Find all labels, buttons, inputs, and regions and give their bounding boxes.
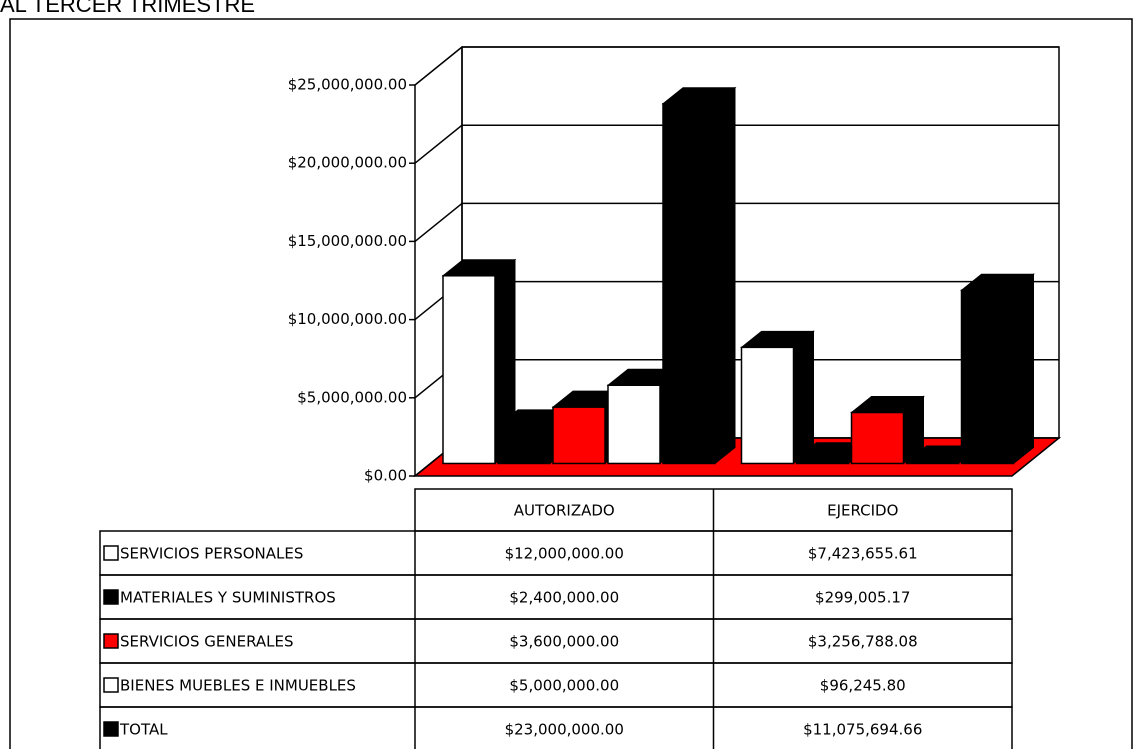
data-label: $23,000,000.00 [505,721,624,739]
y-tick-label: $20,000,000.00 [288,154,407,172]
legend-swatch [103,545,119,561]
grid-line [414,202,463,242]
data-label: $3,256,788.08 [808,633,918,651]
bar [850,395,925,465]
x-tick-label: AUTORIZADO [514,502,615,520]
data-label: $3,600,000.00 [509,633,619,651]
table-row [99,706,1013,749]
legend-swatch [103,633,119,649]
bar-front [552,406,606,465]
data-label: $5,000,000.00 [509,677,619,695]
grid-line [414,124,463,164]
bar-front [662,102,716,465]
chart-title: AL TERCER TRIMESTRE [0,0,255,17]
data-label: $12,000,000.00 [505,545,624,563]
data-label: $11,075,694.66 [803,721,922,739]
bar-front [607,384,661,465]
legend-label: SERVICIOS GENERALES [120,633,294,651]
x-tick-label: EJERCIDO [827,502,898,520]
y-tick-label: $5,000,000.00 [297,388,407,406]
bar-front [795,458,850,465]
legend-swatch [103,589,119,605]
bar [441,258,517,465]
bar-side [793,330,814,465]
bar [661,86,737,465]
data-label: $299,005.17 [815,589,910,607]
legend-label: TOTAL [119,721,168,739]
legend-swatch [103,677,119,693]
legend-label: MATERIALES Y SUMINISTROS [120,589,336,607]
grid-line [414,46,463,86]
bar-front [960,289,1015,465]
legend-label: BIENES MUEBLES E INMUEBLES [120,677,356,695]
bar-front [497,425,551,465]
bar-front [850,411,905,465]
legend-swatch [103,721,119,737]
bar-front [740,346,795,465]
data-label: $96,245.80 [820,677,906,695]
bar-front [905,461,960,465]
bar [740,330,815,465]
bar-front [442,275,496,465]
legend-label: SERVICIOS PERSONALES [120,545,303,563]
data-label: $2,400,000.00 [509,589,619,607]
y-tick-label: $15,000,000.00 [288,232,407,250]
y-tick-label: $0.00 [364,467,407,485]
bar [960,273,1035,465]
bar-side [714,86,736,465]
chart-border [9,18,1133,749]
y-tick-label: $25,000,000.00 [288,76,407,94]
bar-side [1013,273,1034,465]
y-tick-label: $10,000,000.00 [288,310,407,328]
data-label: $7,423,655.61 [808,545,918,563]
